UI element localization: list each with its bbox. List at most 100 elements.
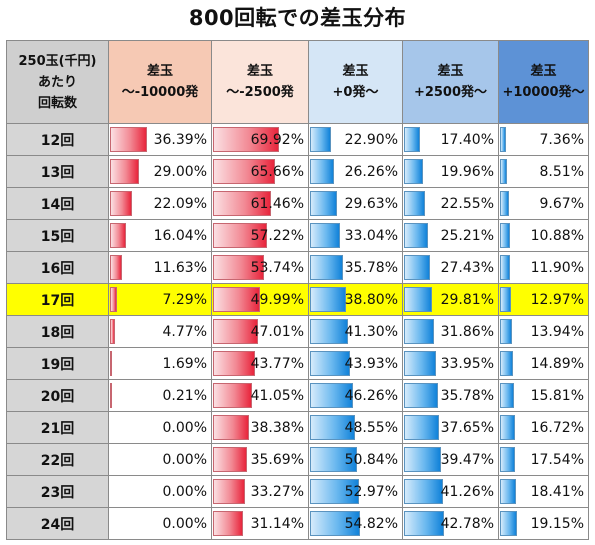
cell-value: 53.74% — [250, 259, 304, 276]
table-cell: 16.72% — [498, 411, 589, 444]
data-bar — [310, 319, 348, 344]
table-cell: 17.40% — [402, 123, 499, 156]
column-header-line: 差玉 — [530, 64, 557, 79]
data-bar — [404, 479, 443, 504]
row-label-header-line: あたり — [37, 74, 77, 90]
cell-value: 43.77% — [250, 355, 304, 372]
table-cell: 16.04% — [108, 219, 212, 252]
table-cell: 15.81% — [498, 379, 589, 412]
cell-value: 46.26% — [344, 387, 398, 404]
row-label: 22回 — [6, 443, 109, 476]
data-bar — [213, 255, 264, 280]
data-bar — [404, 287, 432, 312]
table-cell: 41.30% — [308, 315, 403, 348]
cell-value: 27.43% — [440, 259, 494, 276]
row-label: 20回 — [6, 379, 109, 412]
cell-value: 69.92% — [250, 131, 304, 148]
data-bar — [404, 159, 423, 184]
data-bar — [404, 191, 425, 216]
table-cell: 0.00% — [108, 507, 212, 540]
column-header-line: +10000発～ — [502, 85, 585, 100]
cell-value: 48.55% — [344, 419, 398, 436]
data-bar — [213, 191, 271, 216]
data-bar — [310, 191, 337, 216]
column-header: 差玉 +0発～ — [308, 40, 403, 124]
cell-value: 31.14% — [250, 515, 304, 532]
cell-value: 11.90% — [530, 259, 584, 276]
table-cell: 49.99% — [211, 283, 309, 316]
cell-value: 22.55% — [440, 195, 494, 212]
data-bar — [310, 223, 340, 248]
table-cell: 27.43% — [402, 251, 499, 284]
row-label-header: 250玉(千円) あたり 回転数 — [6, 40, 109, 124]
cell-value: 7.36% — [539, 131, 584, 148]
table-cell: 29.63% — [308, 187, 403, 220]
table-cell: 0.21% — [108, 379, 212, 412]
table-cell: 33.95% — [402, 347, 499, 380]
data-bar — [310, 255, 343, 280]
row-label: 14回 — [6, 187, 109, 220]
table-cell: 33.27% — [211, 475, 309, 508]
table-cell: 18.41% — [498, 475, 589, 508]
data-bar — [500, 319, 512, 344]
table-cell: 35.78% — [308, 251, 403, 284]
header-row: 250玉(千円) あたり 回転数 差玉 ～-10000発 差玉 ～-2500発 … — [6, 40, 589, 124]
data-bar — [404, 319, 434, 344]
table-cell: 22.09% — [108, 187, 212, 220]
table-cell: 43.77% — [211, 347, 309, 380]
data-bar — [500, 415, 515, 440]
cell-value: 17.40% — [440, 131, 494, 148]
row-label: 23回 — [6, 475, 109, 508]
cell-value: 0.21% — [162, 387, 207, 404]
cell-value: 29.63% — [344, 195, 398, 212]
cell-value: 0.00% — [162, 483, 207, 500]
cell-value: 12.97% — [530, 291, 584, 308]
table-cell: 26.26% — [308, 155, 403, 188]
data-bar — [404, 127, 420, 152]
cell-value: 0.00% — [162, 419, 207, 436]
table-cell: 12.97% — [498, 283, 589, 316]
data-bar — [213, 415, 249, 440]
column-header-line: 差玉 — [437, 64, 464, 79]
cell-value: 36.39% — [153, 131, 207, 148]
cell-value: 0.00% — [162, 515, 207, 532]
data-bar — [310, 479, 359, 504]
table-cell: 0.00% — [108, 411, 212, 444]
table-cell: 52.97% — [308, 475, 403, 508]
data-bar — [213, 319, 258, 344]
row-label: 18回 — [6, 315, 109, 348]
table-cell: 53.74% — [211, 251, 309, 284]
cell-value: 33.04% — [344, 227, 398, 244]
table-row: 17回 7.29% 49.99% 38.80% 29.81% 12.97% — [6, 283, 589, 316]
data-bar — [213, 127, 279, 152]
data-bar — [213, 479, 245, 504]
cell-value: 52.97% — [344, 483, 398, 500]
table-cell: 37.65% — [402, 411, 499, 444]
row-label: 24回 — [6, 507, 109, 540]
cell-value: 38.38% — [250, 419, 304, 436]
cell-value: 8.51% — [539, 163, 584, 180]
cell-value: 11.63% — [153, 259, 207, 276]
cell-value: 54.82% — [344, 515, 398, 532]
table-cell: 50.84% — [308, 443, 403, 476]
table-row: 16回 11.63% 53.74% 35.78% 27.43% 11.90% — [6, 251, 589, 284]
table-cell: 31.14% — [211, 507, 309, 540]
data-bar — [213, 159, 275, 184]
data-bar — [404, 383, 438, 408]
table-cell: 31.86% — [402, 315, 499, 348]
data-bar — [213, 351, 255, 376]
table-row: 15回 16.04% 57.22% 33.04% 25.21% 10.88% — [6, 219, 589, 252]
cell-value: 37.65% — [440, 419, 494, 436]
cell-value: 43.93% — [344, 355, 398, 372]
table-cell: 33.04% — [308, 219, 403, 252]
table-cell: 36.39% — [108, 123, 212, 156]
data-bar — [500, 383, 514, 408]
cell-value: 38.80% — [344, 291, 398, 308]
column-header-line: 差玉 — [146, 64, 173, 79]
table-row: 22回 0.00% 35.69% 50.84% 39.47% 17.54% — [6, 443, 589, 476]
cell-value: 61.46% — [250, 195, 304, 212]
cell-value: 7.29% — [162, 291, 207, 308]
table-row: 14回 22.09% 61.46% 29.63% 22.55% 9.67% — [6, 187, 589, 220]
data-bar — [213, 223, 267, 248]
table-cell: 54.82% — [308, 507, 403, 540]
